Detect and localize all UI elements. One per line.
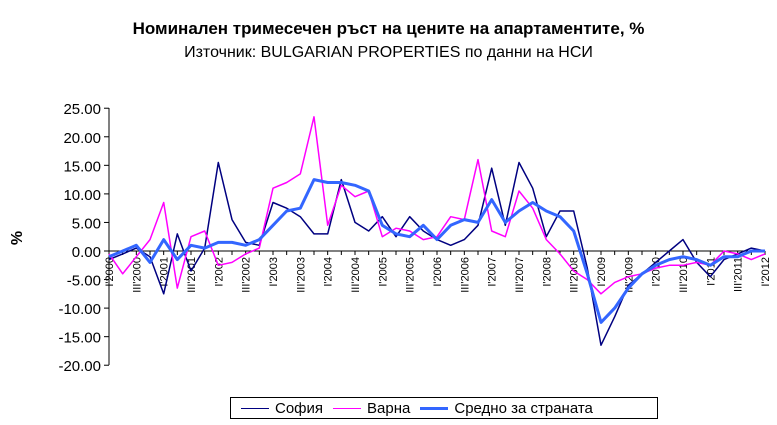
x-tick-label: III'2010 <box>678 257 690 293</box>
y-tick-label: 5.00 <box>72 215 101 232</box>
chart-subtitle: Източник: BULGARIAN PROPERTIES по данни … <box>184 44 593 61</box>
x-tick-label: III'2006 <box>459 257 471 293</box>
x-tick-label: III'2007 <box>514 257 526 293</box>
legend-swatch <box>241 407 269 409</box>
y-axis-label: % <box>9 231 26 245</box>
legend-label: Средно за страната <box>454 399 593 417</box>
x-tick-label: I'2006 <box>432 257 444 287</box>
x-tick-label: I'2007 <box>487 257 499 287</box>
series-line-national-average <box>108 178 765 324</box>
x-tick-label: III'2005 <box>405 257 417 293</box>
y-axis: 25.00 20.00 15.00 10.00 5.00 0.00 -5.00 -10.00 -… <box>58 101 110 375</box>
x-tick-label: I'2009 <box>596 257 608 287</box>
legend-swatch <box>420 406 449 410</box>
x-tick-label: I'2004 <box>323 257 335 287</box>
y-tick-label: 15.00 <box>63 158 101 175</box>
series-line-varna <box>108 116 766 295</box>
legend-label: София <box>275 399 324 417</box>
x-tick-label: III'2002 <box>241 257 253 293</box>
y-tick-label: -5.00 <box>67 273 101 290</box>
x-tick-label: III'2003 <box>295 257 307 293</box>
x-axis: I'2000 III'2000 I'2001 III'2001 I'2002 III'20… <box>104 250 772 293</box>
legend-label: Варна <box>367 399 411 417</box>
y-tick-label: -15.00 <box>58 330 101 347</box>
x-tick-label: I'2005 <box>377 257 389 287</box>
legend-item-sofia: София <box>241 400 323 417</box>
y-tick-label: 0.00 <box>72 244 101 261</box>
y-tick-label: 20.00 <box>63 130 101 147</box>
x-tick-label: I'2000 <box>104 257 116 287</box>
x-tick-label: III'2011 <box>733 257 745 292</box>
y-tick-label: -10.00 <box>58 301 101 318</box>
series-lines <box>108 116 766 346</box>
y-tick-label: 25.00 <box>63 101 101 118</box>
x-tick-label: I'2003 <box>268 257 280 287</box>
chart-legend: София Варна Средно за страната <box>230 397 658 419</box>
x-tick-label: I'2002 <box>213 257 225 287</box>
y-tick-label: -20.00 <box>58 358 101 375</box>
x-tick-label: III'2008 <box>569 257 581 293</box>
chart-title: Номинален тримесечен ръст на цените на а… <box>132 19 645 38</box>
legend-item-varna: Варна <box>333 400 410 417</box>
x-tick-label: I'2008 <box>541 257 553 287</box>
legend-item-national-average: Средно за страната <box>420 400 593 417</box>
x-tick-label: III'2004 <box>350 257 362 293</box>
x-tick-label: III'2000 <box>131 257 143 293</box>
y-tick-label: 10.00 <box>63 187 101 204</box>
legend-swatch <box>333 407 362 409</box>
x-tick-label: I'2012 <box>760 257 772 287</box>
